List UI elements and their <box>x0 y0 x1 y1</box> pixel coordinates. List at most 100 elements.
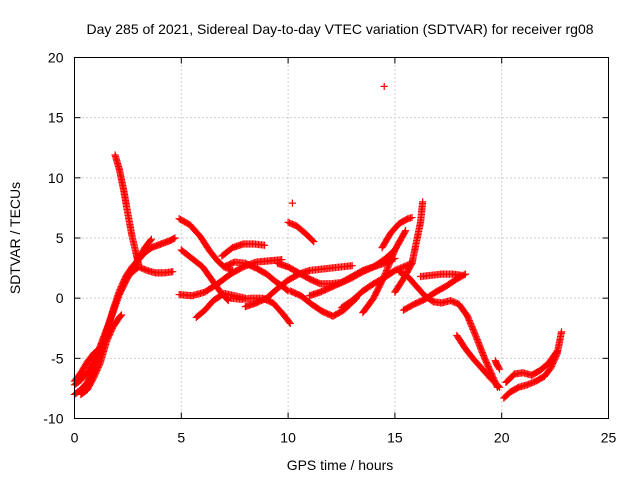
y-axis-label: SDTVAR / TECUs <box>7 182 23 294</box>
x-tick-label: 5 <box>177 430 185 446</box>
series-arc30 <box>380 82 388 90</box>
series-arc3 <box>70 346 102 385</box>
series-arc31 <box>288 199 296 207</box>
data-point-marker <box>401 227 410 235</box>
series-arc6 <box>126 263 177 278</box>
data-point-marker <box>286 287 294 295</box>
data-point-marker <box>325 284 334 292</box>
data-point-marker <box>419 198 427 206</box>
data-point-marker <box>251 263 259 272</box>
data-points <box>70 82 566 402</box>
data-point-marker <box>316 288 324 296</box>
data-point-marker <box>241 259 249 267</box>
data-point-marker <box>369 294 378 302</box>
data-point-marker <box>485 364 493 372</box>
series-arc20 <box>359 227 410 317</box>
data-point-marker <box>247 262 255 270</box>
data-point-marker <box>227 260 235 268</box>
data-point-marker <box>223 262 231 270</box>
data-point-marker <box>320 286 328 294</box>
data-point-marker <box>288 199 296 207</box>
data-point-marker <box>371 290 380 298</box>
data-point-marker <box>373 287 381 295</box>
data-point-marker <box>291 289 300 297</box>
data-point-marker <box>374 285 382 293</box>
data-point-marker <box>377 278 386 286</box>
data-point-marker <box>418 296 426 305</box>
data-point-marker <box>117 311 126 319</box>
data-point-marker <box>417 297 425 305</box>
data-point-marker <box>248 262 256 270</box>
series-arc27 <box>491 357 504 373</box>
data-point-marker <box>249 263 257 271</box>
grid-lines <box>74 57 609 419</box>
series-arc24 <box>399 270 469 314</box>
data-point-marker <box>348 262 356 270</box>
data-point-marker <box>410 300 418 308</box>
y-tick-label: 20 <box>48 50 64 66</box>
data-point-marker <box>371 291 379 300</box>
data-point-marker <box>120 280 129 288</box>
data-point-marker <box>414 298 422 306</box>
data-point-marker <box>324 310 332 318</box>
data-point-marker <box>89 359 97 367</box>
data-point-marker <box>121 279 129 287</box>
data-point-marker <box>415 298 424 306</box>
data-point-marker <box>378 276 386 285</box>
data-point-marker <box>494 382 503 390</box>
data-point-marker <box>495 383 504 391</box>
data-point-marker <box>309 277 318 285</box>
data-point-marker <box>323 285 331 293</box>
data-point-marker <box>482 358 491 367</box>
data-point-marker <box>224 261 232 269</box>
series-arc28 <box>500 328 566 402</box>
data-point-marker <box>321 286 330 294</box>
data-point-marker <box>407 260 415 269</box>
data-point-marker <box>313 278 322 287</box>
data-point-marker <box>357 267 366 275</box>
data-point-marker <box>481 354 489 362</box>
y-tick-label: 5 <box>56 230 64 246</box>
data-point-marker <box>311 277 319 285</box>
data-point-marker <box>117 288 125 296</box>
data-point-marker <box>482 357 490 365</box>
x-tick-label: 25 <box>601 430 617 446</box>
y-tick-label: 15 <box>48 110 64 126</box>
data-point-marker <box>116 289 124 297</box>
series-arc18 <box>305 254 399 300</box>
data-point-marker <box>553 347 561 355</box>
data-point-marker <box>89 375 97 383</box>
data-point-marker <box>245 261 253 269</box>
data-point-marker <box>333 280 342 288</box>
data-point-marker <box>461 270 469 278</box>
data-point-marker <box>117 286 125 295</box>
data-point-marker <box>257 296 265 305</box>
series-arc16 <box>286 287 361 320</box>
data-point-marker <box>486 367 494 375</box>
data-point-marker <box>228 259 236 267</box>
data-point-marker <box>171 234 179 242</box>
data-point-marker <box>402 215 411 224</box>
data-point-marker <box>411 299 420 308</box>
data-point-marker <box>484 362 492 371</box>
data-point-marker <box>428 297 436 305</box>
data-point-marker <box>290 289 298 297</box>
data-point-marker <box>380 82 388 90</box>
data-point-marker <box>513 384 522 392</box>
data-point-marker <box>328 283 336 291</box>
data-point-marker <box>120 281 128 289</box>
data-point-marker <box>293 290 301 298</box>
data-point-marker <box>308 276 316 284</box>
data-point-marker <box>117 312 125 320</box>
data-point-marker <box>118 284 127 292</box>
data-point-marker <box>94 346 102 354</box>
data-point-marker <box>325 310 333 319</box>
data-point-marker <box>285 318 293 326</box>
series-arc26 <box>453 331 504 391</box>
x-tick-label: 20 <box>494 430 510 446</box>
data-point-marker <box>115 290 123 299</box>
data-point-marker <box>252 299 260 307</box>
data-point-marker <box>312 278 320 286</box>
data-point-marker <box>118 285 126 293</box>
